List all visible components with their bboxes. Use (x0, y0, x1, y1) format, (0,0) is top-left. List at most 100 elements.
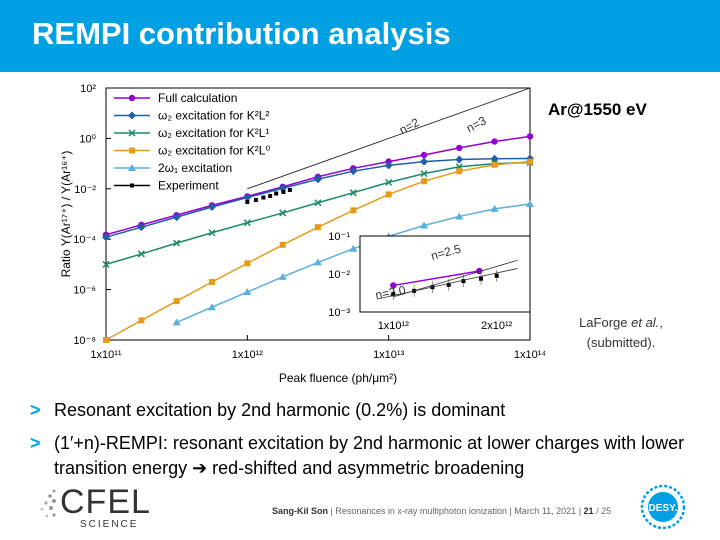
data-point (173, 239, 181, 247)
legend-label: Experiment (158, 179, 219, 193)
cfel-dots-icon (40, 489, 56, 518)
data-point (278, 272, 287, 280)
x-axis-label: Peak fluence (ph/μm²) (279, 371, 397, 385)
data-point (128, 94, 136, 102)
desy-wordmark: DESY. (649, 503, 678, 514)
inset-frame (359, 235, 531, 313)
data-point (313, 175, 322, 184)
data-point (245, 199, 250, 204)
data-point (461, 279, 466, 284)
data-point (478, 276, 483, 281)
data-point (207, 202, 216, 211)
data-point (456, 168, 463, 175)
data-point (455, 155, 464, 164)
footer-date: March 11, 2021 (514, 506, 577, 516)
y-tick-label: 10⁻⁴ (73, 234, 96, 246)
data-point (349, 244, 358, 252)
footer-page: 21 (583, 506, 594, 516)
bullet-text: (1′+n)-REMPI: resonant excitation by 2nd… (54, 433, 685, 478)
data-point (128, 129, 136, 137)
data-point (390, 282, 397, 289)
data-point (243, 219, 251, 227)
data-point (128, 111, 136, 120)
data-point (420, 157, 429, 166)
inset-x-tick-label: 1x10¹² (378, 320, 410, 332)
ratio-plot: 1x10¹¹ 1x10¹² 1x10¹³ 1x10¹⁴ 10⁻⁸ 10⁻⁶ 10⁻⁴ 10⁻²… (59, 83, 546, 385)
data-point (491, 161, 498, 168)
desy-logo: DESY. (640, 484, 686, 530)
y-tick-label: 10⁻⁶ (73, 285, 96, 297)
bullet-item: > Resonant excitation by 2nd harmonic (0… (30, 398, 710, 423)
slide-footer: Sang-Kil Son | Resonances in x-ray multi… (272, 506, 612, 516)
data-point (350, 207, 357, 214)
guide-line (247, 87, 531, 190)
data-point (526, 199, 534, 207)
legend-label: ω₂ excitation for K²L¹ (158, 126, 269, 140)
data-point (420, 221, 429, 229)
plot-frame (105, 87, 531, 341)
data-point (261, 195, 266, 200)
bullet-marker: > (30, 433, 41, 453)
data-point (527, 158, 533, 165)
y-tick-label: 10⁻² (74, 184, 96, 196)
data-point (102, 233, 110, 242)
data-point (173, 298, 180, 305)
data-point (476, 267, 483, 275)
data-point (420, 151, 428, 159)
inset-x-tick-label: 2x10¹² (481, 320, 513, 332)
footer-author: Sang-Kil Son (272, 506, 328, 516)
data-point (137, 250, 145, 258)
footer-total: / 25 (596, 506, 612, 516)
data-point (314, 199, 322, 207)
bullet-list: > Resonant excitation by 2nd harmonic (0… (30, 398, 710, 489)
data-point (279, 241, 286, 248)
y-tick-label: 10⁰ (79, 133, 96, 145)
data-point (130, 183, 134, 188)
citation: LaForge et al., (submitted). (566, 313, 676, 353)
data-point (208, 229, 216, 237)
data-point (129, 147, 135, 154)
data-point (455, 212, 464, 220)
data-point (207, 303, 216, 311)
data-point (279, 209, 287, 217)
x-tick-label: 1x10¹¹ (90, 349, 122, 361)
x-tick-label: 1x10¹² (232, 349, 264, 361)
legend-label: Full calculation (158, 91, 237, 105)
inset-y-tick-label: 10⁻³ (328, 307, 350, 319)
legend-label: 2ω₁ excitation (158, 161, 232, 175)
data-point (102, 260, 110, 268)
inset-series-line (393, 270, 480, 287)
cfel-logo: CFEL SCIENCE (36, 483, 156, 533)
data-point (494, 273, 499, 278)
data-point (313, 258, 322, 266)
data-point (172, 213, 181, 222)
data-point (491, 138, 498, 145)
x-tick-label: 1x10¹³ (373, 349, 405, 361)
legend-label: ω₂ excitation for K²L⁰ (158, 144, 270, 158)
data-point (208, 279, 215, 286)
data-point (421, 178, 428, 185)
inset-y-tick-label: 10⁻² (328, 269, 350, 281)
data-point (243, 288, 252, 296)
citation-etal: et al. (631, 315, 660, 330)
citation-author: LaForge (579, 315, 628, 330)
data-point (490, 204, 499, 212)
data-point (349, 167, 358, 176)
data-point (244, 260, 251, 267)
data-point (446, 282, 451, 287)
y-tick-label: 10² (80, 83, 96, 95)
data-point (456, 144, 463, 152)
data-point (268, 193, 273, 198)
data-point (274, 191, 279, 196)
slide-title: REMPI contribution analysis (32, 16, 451, 51)
guide-label: n=3 (464, 113, 489, 135)
cfel-wordmark: CFEL (60, 483, 151, 521)
citation-status: (submitted). (586, 335, 656, 350)
legend-label: ω₂ excitation for K²L² (158, 109, 269, 123)
title-bar: REMPI contribution analysis (0, 0, 720, 72)
data-point (287, 187, 292, 192)
data-point (314, 224, 321, 231)
bullet-marker: > (30, 400, 41, 420)
data-point (420, 170, 428, 178)
data-point (128, 164, 136, 171)
